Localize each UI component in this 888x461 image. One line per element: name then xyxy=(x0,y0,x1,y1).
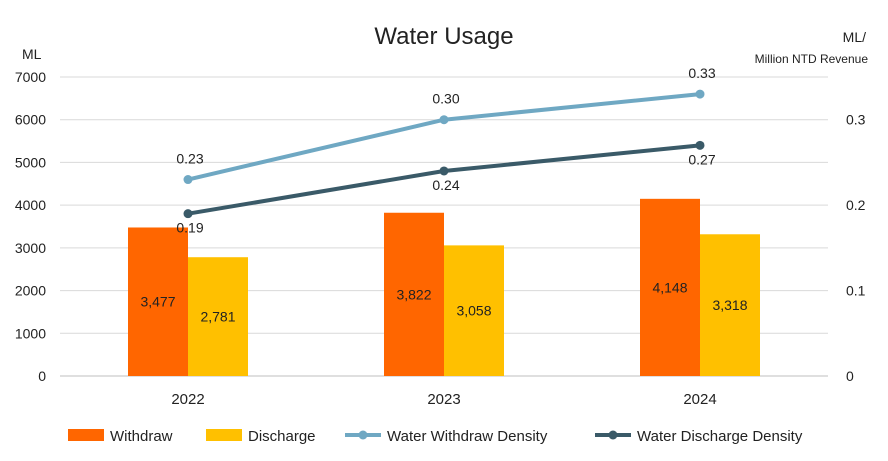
legend-swatch xyxy=(68,429,104,441)
left-tick-label: 7000 xyxy=(15,69,46,85)
line-point xyxy=(439,166,449,176)
legend-label: Discharge xyxy=(248,428,316,445)
line-marks: 0.23 0.30 0.33 0.19 0.24 0.27 xyxy=(176,65,715,236)
right-tick-label: 0.3 xyxy=(846,112,866,128)
right-axis-unit-line2: Million NTD Revenue xyxy=(755,52,869,66)
bar-data-label: 3,822 xyxy=(396,286,431,302)
bar-withdraw xyxy=(128,227,188,376)
legend-swatch xyxy=(206,429,242,441)
line-data-label: 0.23 xyxy=(176,151,203,167)
legend-swatch-marker xyxy=(358,430,368,440)
legend: Withdraw Discharge Water Withdraw Density W… xyxy=(68,428,803,445)
category-label: 2024 xyxy=(683,391,716,408)
right-tick-label: 0.1 xyxy=(846,283,866,299)
line-point xyxy=(695,89,705,99)
line-data-label: 0.30 xyxy=(432,91,459,107)
legend-label: Water Withdraw Density xyxy=(387,428,548,445)
category-label: 2023 xyxy=(427,391,460,408)
bar-discharge xyxy=(700,234,760,376)
line-data-label: 0.27 xyxy=(688,151,715,167)
right-axis-ticks: 0 0.1 0.2 0.3 xyxy=(846,112,866,384)
bar-withdraw xyxy=(384,212,444,376)
bar-marks: 3,477 3,822 4,148 2,781 3,058 3,318 xyxy=(128,198,760,376)
bar-data-label: 3,058 xyxy=(456,303,491,319)
bar-data-label: 3,318 xyxy=(712,297,747,313)
left-axis-unit: ML xyxy=(22,46,42,62)
legend-swatch-marker xyxy=(608,430,618,440)
line-point xyxy=(183,175,193,185)
left-tick-label: 5000 xyxy=(15,154,46,170)
bar-data-label: 4,148 xyxy=(652,279,687,295)
bar-data-label: 3,477 xyxy=(140,294,175,310)
bar-discharge xyxy=(444,245,504,376)
line-data-label: 0.19 xyxy=(176,220,203,236)
left-tick-label: 3000 xyxy=(15,240,46,256)
category-labels: 2022 2023 2024 xyxy=(171,391,716,408)
left-axis-ticks: 0 1000 2000 3000 4000 5000 6000 7000 xyxy=(15,69,46,384)
bar-discharge xyxy=(188,257,248,376)
category-label: 2022 xyxy=(171,391,204,408)
right-tick-label: 0 xyxy=(846,368,854,384)
left-tick-label: 6000 xyxy=(15,112,46,128)
bar-withdraw xyxy=(640,198,700,376)
chart-title: Water Usage xyxy=(374,23,513,50)
right-axis-unit-line1: ML/ xyxy=(843,29,866,45)
left-tick-label: 2000 xyxy=(15,283,46,299)
legend-label: Withdraw xyxy=(110,428,173,445)
bar-data-label: 2,781 xyxy=(200,309,235,325)
left-tick-label: 0 xyxy=(38,368,46,384)
left-tick-label: 1000 xyxy=(15,325,46,341)
line-data-label: 0.33 xyxy=(688,65,715,81)
line-data-label: 0.24 xyxy=(432,177,459,193)
line-point xyxy=(439,115,449,125)
line-point xyxy=(183,209,193,219)
line-point xyxy=(695,140,705,150)
legend-label: Water Discharge Density xyxy=(637,428,803,445)
right-tick-label: 0.2 xyxy=(846,197,866,213)
left-tick-label: 4000 xyxy=(15,197,46,213)
